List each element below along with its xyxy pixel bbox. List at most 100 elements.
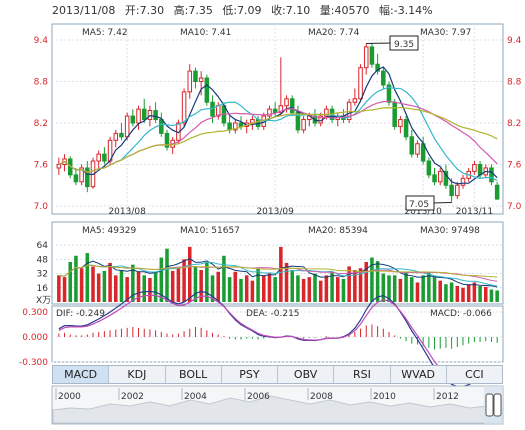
volume-bar <box>57 275 61 302</box>
volume-bar <box>136 271 141 302</box>
svg-text:9.35: 9.35 <box>394 40 414 50</box>
volume-bar <box>438 280 442 302</box>
candle-body <box>96 153 101 162</box>
volume-bar <box>375 261 380 302</box>
tab-rsi[interactable]: RSI <box>334 366 391 383</box>
tab-macd[interactable]: MACD <box>53 366 110 383</box>
price-y-tick-left: 9.4 <box>34 36 49 46</box>
macd-y-tick: -0.300 <box>19 358 48 368</box>
navigator-years: 2000 2002 2004 2006 2008 2010 2012 <box>55 388 459 402</box>
candle-body <box>375 63 380 72</box>
dif-legend: DIF: -0.249 <box>56 309 105 319</box>
candle-body <box>352 98 358 103</box>
volume-bar <box>421 275 425 302</box>
candle-body <box>130 115 136 124</box>
volume-bar <box>489 289 494 302</box>
vol-ma30-legend: MA30: 97498 <box>420 226 480 236</box>
candle-body <box>403 119 409 138</box>
candle-body <box>415 143 420 155</box>
volume-bars <box>57 246 499 302</box>
candle-body <box>187 70 193 93</box>
volume-bar <box>347 266 351 302</box>
volume-bar <box>392 275 397 302</box>
candle-body <box>358 67 363 100</box>
tab-kdj[interactable]: KDJ <box>109 366 166 383</box>
price-grid <box>52 24 503 214</box>
ma30-line <box>58 106 498 174</box>
candle-body <box>73 174 79 183</box>
tab-wvad[interactable]: WVAD <box>391 366 447 383</box>
volume-grid <box>52 244 503 289</box>
volume-bar <box>62 277 67 302</box>
volume-bar <box>267 273 272 302</box>
volume-bar <box>119 270 124 302</box>
candle-body <box>472 164 477 172</box>
price-y-tick-right: 9.4 <box>507 36 522 46</box>
volume-bar <box>370 257 374 302</box>
volume-bar <box>313 273 317 302</box>
macd-histogram <box>58 324 498 350</box>
candle-body <box>124 115 130 138</box>
volume-bar <box>330 271 334 302</box>
volume-bar <box>478 286 482 302</box>
macd-lines <box>58 290 498 387</box>
candle-body <box>284 98 289 107</box>
volume-bar <box>358 268 363 302</box>
candle-body <box>141 108 147 121</box>
tab-psy[interactable]: PSY <box>222 366 278 383</box>
navigator-year: 2008 <box>310 392 333 402</box>
macd-y-tick: 0.300 <box>22 308 48 318</box>
volume-bar <box>444 284 448 302</box>
svg-text:7.05: 7.05 <box>409 200 429 210</box>
candle-body <box>494 184 500 200</box>
candle-body <box>181 91 187 124</box>
volume-bar <box>461 287 465 302</box>
price-x-label: 2013/10 <box>404 207 442 217</box>
candle-body <box>56 164 62 169</box>
volume-bar <box>284 262 289 302</box>
volume-bar <box>279 246 283 302</box>
candle-body <box>432 174 437 183</box>
navigator-year: 2006 <box>247 392 270 402</box>
volume-bar <box>427 271 431 302</box>
volume-bar <box>182 259 186 302</box>
volume-bar <box>250 280 255 302</box>
volume-bar <box>227 277 232 302</box>
volume-bar <box>290 270 294 302</box>
candle-body <box>267 108 272 117</box>
volume-bar <box>410 277 414 302</box>
candle-body <box>409 136 415 155</box>
tab-cci[interactable]: CCI <box>465 368 484 381</box>
candle-body <box>477 164 483 176</box>
volume-bar <box>387 275 391 302</box>
volume-bar <box>256 268 260 302</box>
candle-body <box>79 167 84 183</box>
candle-body <box>443 170 449 186</box>
tab-boll[interactable]: BOLL <box>166 366 222 383</box>
header-volume: 40570 <box>335 4 370 17</box>
volume-bar <box>176 268 181 302</box>
volume-unit: X万 <box>36 296 51 306</box>
tab-obv[interactable]: OBV <box>278 366 335 383</box>
candle-body <box>363 46 369 69</box>
price-ma-lines <box>58 66 498 185</box>
volume-bar <box>91 266 95 302</box>
volume-bar <box>210 275 215 302</box>
navigator-year: 2010 <box>373 392 396 402</box>
candle-body <box>398 119 403 127</box>
volume-bar <box>244 275 249 302</box>
header-change: -3.14% <box>394 4 433 17</box>
price-x-label: 2013/09 <box>256 207 294 217</box>
volume-bar <box>199 270 203 302</box>
header-high: 7.35 <box>188 4 213 17</box>
candle-body <box>386 84 392 103</box>
volume-bar <box>495 290 499 302</box>
navigator-handle[interactable] <box>485 393 502 417</box>
price-y-ticks: 9.4 9.4 8.8 8.8 8.2 8.2 7.6 7.6 7.0 7.0 <box>34 36 522 212</box>
price-y-tick-left: 8.8 <box>34 78 49 88</box>
volume-bar <box>188 246 192 302</box>
macd-y-ticks: 0.300 0.000 -0.300 <box>19 308 48 368</box>
candle-body <box>426 160 432 176</box>
header-open: 7.30 <box>140 4 165 17</box>
